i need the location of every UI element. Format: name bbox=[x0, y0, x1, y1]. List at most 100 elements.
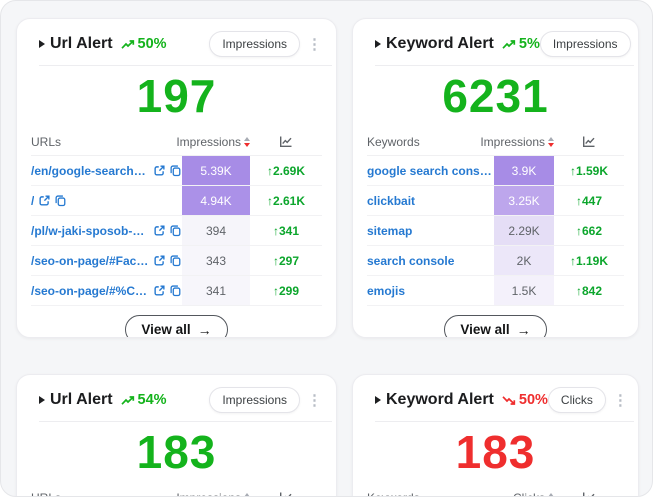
keyword-cell: clickbait bbox=[367, 194, 494, 208]
alert-total: 197 bbox=[136, 70, 217, 122]
trend-up-icon bbox=[121, 395, 135, 406]
table-row: emojis 1.5K ↑842 bbox=[367, 276, 624, 306]
keyword-link[interactable]: search console bbox=[367, 253, 455, 268]
copy-icon[interactable] bbox=[169, 164, 182, 177]
card-title: Url Alert bbox=[50, 35, 113, 52]
header-divider bbox=[39, 65, 332, 66]
chart-column-header bbox=[554, 135, 624, 148]
impressions-value: 3.25K bbox=[494, 186, 554, 215]
sort-icon[interactable] bbox=[244, 136, 250, 147]
keyword-link[interactable]: sitemap bbox=[367, 223, 413, 238]
change-value: ↑2.69K bbox=[266, 163, 306, 178]
kebab-menu-icon[interactable]: ⋮ bbox=[612, 392, 628, 409]
view-all-container: View all → bbox=[17, 315, 336, 337]
external-link-icon[interactable] bbox=[153, 164, 166, 177]
url-link[interactable]: / bbox=[31, 193, 35, 208]
line-chart-icon[interactable] bbox=[279, 491, 293, 497]
impressions-value: 1.5K bbox=[494, 276, 554, 305]
url-cell: /seo-on-page/#%C2... bbox=[31, 284, 182, 298]
table-row: /seo-on-page/#%C2... 341 ↑299 bbox=[31, 276, 322, 306]
expand-arrow-icon[interactable] bbox=[39, 40, 45, 48]
copy-icon[interactable] bbox=[169, 224, 182, 237]
view-all-container: View all → bbox=[353, 315, 638, 338]
keyword-link[interactable]: emojis bbox=[367, 283, 406, 298]
url-alert-card-1: Url Alert 50% Impressions ⋮ 197 URLs Imp… bbox=[16, 18, 337, 338]
card-title: Keyword Alert bbox=[386, 35, 494, 52]
copy-icon[interactable] bbox=[169, 254, 182, 267]
trend-indicator: 50% bbox=[121, 36, 167, 52]
line-chart-icon[interactable] bbox=[279, 135, 293, 148]
external-link-icon[interactable] bbox=[38, 194, 51, 207]
alert-table: URLs Impressions bbox=[31, 484, 322, 497]
kebab-menu-icon[interactable]: ⋮ bbox=[634, 35, 639, 53]
alert-total: 183 bbox=[136, 426, 217, 478]
sort-icon[interactable] bbox=[548, 136, 554, 147]
alert-table: Keywords Impressions google search conso… bbox=[367, 128, 624, 306]
card-header: Url Alert 50% Impressions ⋮ bbox=[17, 19, 336, 65]
chart-column-header bbox=[250, 491, 322, 497]
sort-icon[interactable] bbox=[244, 492, 250, 496]
change-value: ↑447 bbox=[575, 193, 603, 208]
url-link[interactable]: /seo-on-page/#%C2... bbox=[31, 283, 149, 298]
view-all-button[interactable]: View all → bbox=[125, 315, 228, 337]
value-column-header: Impressions bbox=[176, 135, 250, 149]
trend-percent: 5% bbox=[518, 36, 540, 52]
url-link[interactable]: /seo-on-page/#Facto... bbox=[31, 253, 149, 268]
copy-icon[interactable] bbox=[54, 194, 67, 207]
table-header-row: URLs Impressions bbox=[31, 484, 322, 497]
kebab-menu-icon[interactable]: ⋮ bbox=[307, 392, 322, 409]
url-link[interactable]: /pl/w-jaki-sposob-nal... bbox=[31, 223, 149, 238]
trend-up-icon bbox=[502, 39, 516, 50]
metric-filter-button[interactable]: Impressions bbox=[209, 31, 300, 57]
impressions-value: 4.94K bbox=[182, 186, 250, 215]
expand-arrow-icon[interactable] bbox=[375, 40, 381, 48]
card-header: Url Alert 54% Impressions ⋮ bbox=[17, 375, 336, 421]
table-row: /pl/w-jaki-sposob-nal... 394 ↑341 bbox=[31, 216, 322, 246]
metric-filter-button[interactable]: Impressions bbox=[209, 387, 300, 413]
change-value: ↑1.59K bbox=[569, 163, 609, 178]
chart-column-header bbox=[250, 135, 322, 148]
line-chart-icon[interactable] bbox=[582, 135, 596, 148]
card-header: Keyword Alert 5% Impressions ⋮ bbox=[353, 19, 638, 65]
keyword-link[interactable]: google search console bbox=[367, 163, 494, 178]
alert-table: URLs Impressions /en/google-search-c... bbox=[31, 128, 322, 306]
trend-percent: 54% bbox=[137, 392, 167, 408]
external-link-icon[interactable] bbox=[153, 254, 166, 267]
keyword-link[interactable]: clickbait bbox=[367, 193, 416, 208]
metric-filter-button[interactable]: Clicks bbox=[547, 387, 606, 413]
copy-icon[interactable] bbox=[169, 284, 182, 297]
trend-percent: 50% bbox=[137, 36, 167, 52]
url-alert-card-2: Url Alert 54% Impressions ⋮ 183 URLs Imp… bbox=[16, 374, 337, 497]
alert-total: 183 bbox=[455, 426, 536, 478]
trend-percent: 50% bbox=[518, 392, 548, 408]
change-value: ↑842 bbox=[575, 283, 603, 298]
value-column-header: Clicks bbox=[494, 491, 554, 496]
keyword-alert-card-2: Keyword Alert 50% Clicks ⋮ 183 Keywords … bbox=[352, 374, 639, 497]
external-link-icon[interactable] bbox=[153, 284, 166, 297]
impressions-value: 2K bbox=[494, 246, 554, 275]
change-value: ↑662 bbox=[575, 223, 603, 238]
expand-arrow-icon[interactable] bbox=[39, 396, 45, 404]
url-cell: /seo-on-page/#Facto... bbox=[31, 254, 182, 268]
kebab-menu-icon[interactable]: ⋮ bbox=[307, 36, 322, 53]
impressions-value: 343 bbox=[182, 246, 250, 275]
external-link-icon[interactable] bbox=[153, 224, 166, 237]
sort-icon[interactable] bbox=[548, 492, 554, 496]
expand-arrow-icon[interactable] bbox=[375, 396, 381, 404]
table-row: sitemap 2.29K ↑662 bbox=[367, 216, 624, 246]
change-value: ↑1.19K bbox=[569, 253, 609, 268]
impressions-value: 341 bbox=[182, 276, 250, 305]
trend-indicator: 50% bbox=[502, 392, 548, 408]
url-link[interactable]: /en/google-search-c... bbox=[31, 163, 149, 178]
view-all-button[interactable]: View all → bbox=[444, 315, 547, 338]
metric-filter-button[interactable]: Impressions bbox=[539, 31, 631, 57]
right-arrow-icon: → bbox=[516, 321, 531, 338]
table-header-row: Keywords Clicks bbox=[367, 484, 624, 497]
alert-table: Keywords Clicks bbox=[367, 484, 624, 497]
trend-up-icon bbox=[121, 39, 135, 50]
alert-total: 6231 bbox=[442, 70, 549, 122]
header-divider bbox=[375, 421, 634, 422]
table-row: /en/google-search-c... 5.39K ↑2.69K bbox=[31, 156, 322, 186]
line-chart-icon[interactable] bbox=[582, 491, 596, 497]
